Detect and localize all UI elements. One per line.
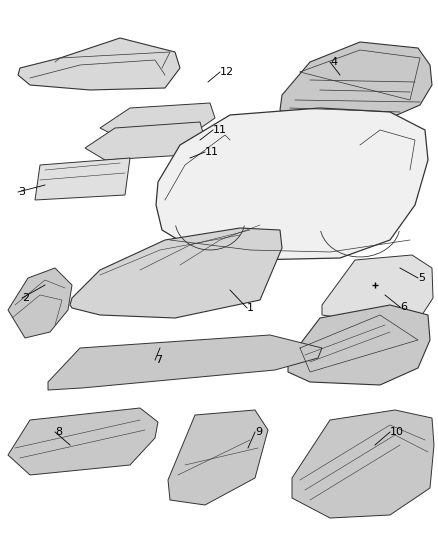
Text: 8: 8 <box>55 427 62 437</box>
Polygon shape <box>322 255 433 320</box>
Text: 11: 11 <box>213 125 227 135</box>
Polygon shape <box>100 103 215 138</box>
Polygon shape <box>85 122 205 160</box>
Polygon shape <box>48 335 322 390</box>
Text: 7: 7 <box>155 355 162 365</box>
Text: 2: 2 <box>22 293 29 303</box>
Polygon shape <box>35 158 130 200</box>
Text: 5: 5 <box>418 273 425 283</box>
Text: 9: 9 <box>255 427 262 437</box>
Polygon shape <box>8 408 158 475</box>
Text: 3: 3 <box>18 187 25 197</box>
Text: 11: 11 <box>205 147 219 157</box>
Polygon shape <box>18 38 180 90</box>
Text: 6: 6 <box>400 302 407 312</box>
Text: 12: 12 <box>220 67 234 77</box>
Polygon shape <box>8 268 72 338</box>
Polygon shape <box>288 305 430 385</box>
Text: 10: 10 <box>390 427 404 437</box>
Text: 4: 4 <box>330 57 337 67</box>
Polygon shape <box>280 42 432 125</box>
Polygon shape <box>70 228 282 318</box>
Polygon shape <box>156 108 428 260</box>
Polygon shape <box>292 410 434 518</box>
Text: 1: 1 <box>247 303 254 313</box>
Polygon shape <box>168 410 268 505</box>
